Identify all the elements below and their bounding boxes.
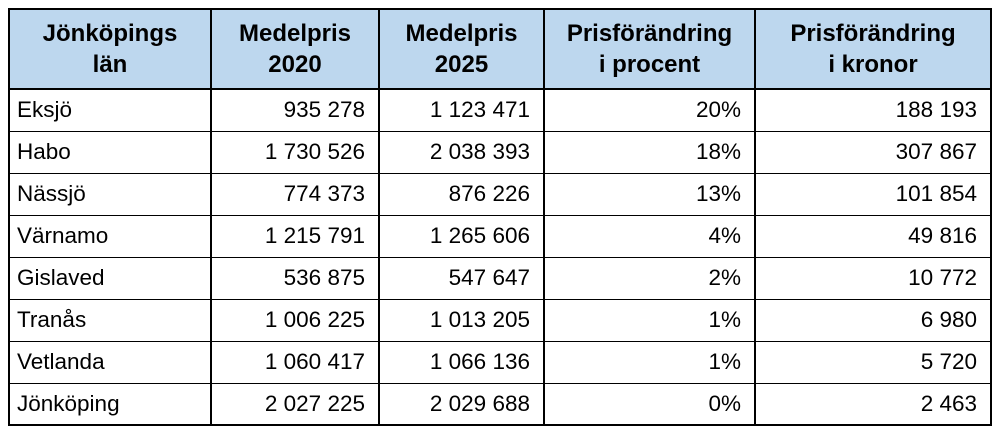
cell-kommun: Eksjö — [8, 88, 212, 132]
cell-kommun: Gislaved — [8, 256, 212, 300]
table-row: Nässjö 774 373 876 226 13% 101 854 — [8, 172, 992, 216]
cell-forandring_kronor: 307 867 — [754, 130, 992, 174]
cell-forandring_procent: 0% — [543, 382, 756, 426]
column-header-line: Jönköpings — [42, 20, 178, 47]
cell-medelpris2020: 935 278 — [210, 88, 380, 132]
column-header-line: Medelpris — [405, 20, 518, 47]
column-header-line: Medelpris — [238, 20, 352, 47]
table-row: Vetlanda 1 060 417 1 066 136 1% 5 720 — [8, 340, 992, 384]
column-header-line: 2020 — [268, 51, 322, 78]
cell-forandring_kronor: 5 720 — [754, 340, 992, 384]
cell-medelpris2025: 2 038 393 — [378, 130, 545, 174]
table-row: Tranås 1 006 225 1 013 205 1% 6 980 — [8, 298, 992, 342]
cell-medelpris2025: 876 226 — [378, 172, 545, 216]
cell-medelpris2025: 1 066 136 — [378, 340, 545, 384]
cell-forandring_kronor: 10 772 — [754, 256, 992, 300]
column-header-line: i procent — [598, 51, 701, 78]
cell-medelpris2025: 1 013 205 — [378, 298, 545, 342]
cell-kommun: Habo — [8, 130, 212, 174]
cell-medelpris2020: 536 875 — [210, 256, 380, 300]
price-table: Jönköpings län Medelpris 2020 Medelpris 2025 P… — [8, 8, 992, 426]
table-row: Värnamo 1 215 791 1 265 606 4% 49 816 — [8, 214, 992, 258]
cell-forandring_kronor: 188 193 — [754, 88, 992, 132]
cell-medelpris2020: 1 006 225 — [210, 298, 380, 342]
cell-forandring_procent: 18% — [543, 130, 756, 174]
cell-forandring_procent: 13% — [543, 172, 756, 216]
column-header-line: Prisförändring — [790, 20, 956, 47]
cell-medelpris2025: 1 265 606 — [378, 214, 545, 258]
column-header-medelpris2025: Medelpris 2025 — [378, 8, 545, 90]
cell-forandring_procent: 2% — [543, 256, 756, 300]
cell-forandring_procent: 4% — [543, 214, 756, 258]
cell-forandring_kronor: 101 854 — [754, 172, 992, 216]
cell-medelpris2020: 1 730 526 — [210, 130, 380, 174]
column-header-forandring_kronor: Prisförändring i kronor — [754, 8, 992, 90]
cell-kommun: Jönköping — [8, 382, 212, 426]
column-header-line: Prisförändring — [566, 20, 733, 47]
table-row: Habo 1 730 526 2 038 393 18% 307 867 — [8, 130, 992, 174]
column-header-forandring_procent: Prisförändring i procent — [543, 8, 756, 90]
cell-medelpris2025: 547 647 — [378, 256, 545, 300]
column-header-line: i kronor — [828, 51, 918, 78]
column-header-line: 2025 — [434, 51, 489, 78]
header-row: Jönköpings län Medelpris 2020 Medelpris 2025 P… — [8, 8, 992, 90]
cell-medelpris2025: 1 123 471 — [378, 88, 545, 132]
table-row: Eksjö 935 278 1 123 471 20% 188 193 — [8, 88, 992, 132]
cell-kommun: Vetlanda — [8, 340, 212, 384]
table-row: Jönköping 2 027 225 2 029 688 0% 2 463 — [8, 382, 992, 426]
cell-medelpris2020: 1 215 791 — [210, 214, 380, 258]
column-header-medelpris2020: Medelpris 2020 — [210, 8, 380, 90]
table-header: Jönköpings län Medelpris 2020 Medelpris 2025 P… — [8, 8, 992, 90]
cell-forandring_kronor: 6 980 — [754, 298, 992, 342]
cell-kommun: Tranås — [8, 298, 212, 342]
cell-forandring_procent: 20% — [543, 88, 756, 132]
column-header-kommun: Jönköpings län — [8, 8, 212, 90]
cell-kommun: Nässjö — [8, 172, 212, 216]
cell-forandring_kronor: 49 816 — [754, 214, 992, 258]
cell-forandring_kronor: 2 463 — [754, 382, 992, 426]
table-body: Eksjö 935 278 1 123 471 20% 188 193 Habo 1 730… — [8, 88, 992, 426]
column-header-line: län — [92, 51, 128, 78]
cell-forandring_procent: 1% — [543, 340, 756, 384]
cell-medelpris2025: 2 029 688 — [378, 382, 545, 426]
cell-medelpris2020: 774 373 — [210, 172, 380, 216]
cell-medelpris2020: 2 027 225 — [210, 382, 380, 426]
cell-forandring_procent: 1% — [543, 298, 756, 342]
cell-kommun: Värnamo — [8, 214, 212, 258]
cell-medelpris2020: 1 060 417 — [210, 340, 380, 384]
table-row: Gislaved 536 875 547 647 2% 10 772 — [8, 256, 992, 300]
